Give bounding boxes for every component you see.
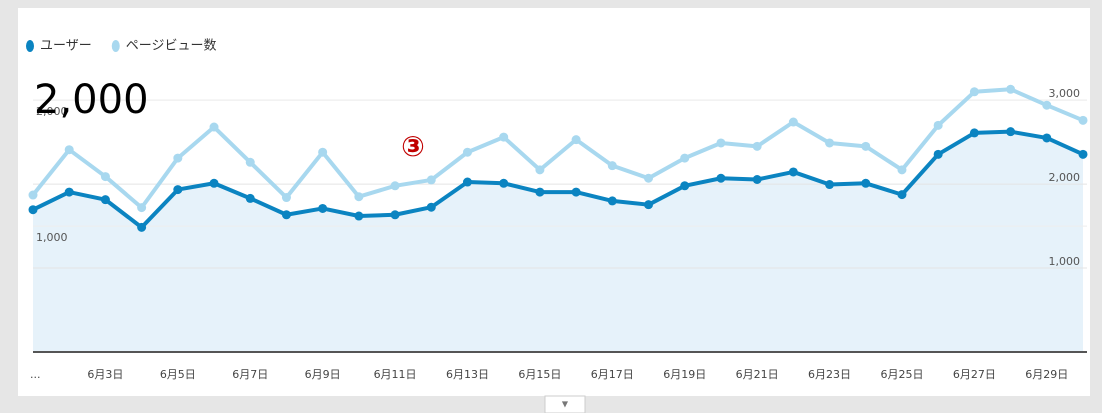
x-tick-label: 6月15日 xyxy=(518,368,561,381)
point xyxy=(318,147,328,157)
point xyxy=(173,185,183,195)
point xyxy=(788,117,798,127)
point xyxy=(354,192,364,202)
x-tick-label: 6月9日 xyxy=(305,368,341,381)
point xyxy=(897,165,907,175)
point xyxy=(969,87,979,97)
legend-marker xyxy=(111,40,120,52)
x-tick-label: 6月19日 xyxy=(663,368,706,381)
point xyxy=(137,222,147,232)
point xyxy=(607,161,617,171)
point xyxy=(716,138,726,148)
point xyxy=(969,128,979,138)
point xyxy=(825,138,835,148)
point xyxy=(209,122,219,132)
point xyxy=(571,135,581,145)
point xyxy=(861,178,871,188)
x-tick-label: 6月25日 xyxy=(880,368,923,381)
annotation: ③ xyxy=(401,130,425,163)
point xyxy=(897,190,907,200)
x-tick-label: 6月3日 xyxy=(87,368,123,381)
point xyxy=(825,180,835,190)
y-tick-label: 2,000 xyxy=(36,105,68,118)
x-tick-label: 6月17日 xyxy=(591,368,634,381)
point xyxy=(426,202,436,212)
legend-label: ページビュー数 xyxy=(126,39,217,54)
point xyxy=(28,190,38,200)
point xyxy=(64,145,74,155)
series-line xyxy=(31,87,1084,210)
legend-marker xyxy=(26,40,34,52)
point xyxy=(1042,133,1052,143)
point xyxy=(861,141,871,151)
point xyxy=(933,120,943,130)
point xyxy=(462,147,472,157)
point xyxy=(752,175,762,185)
point xyxy=(571,187,581,197)
annotation: 2,000 xyxy=(34,77,149,123)
point xyxy=(716,173,726,183)
x-tick-label: 6月23日 xyxy=(808,368,851,381)
point xyxy=(680,181,690,191)
point xyxy=(1078,149,1088,159)
point xyxy=(209,178,219,188)
point xyxy=(28,205,38,215)
x-tick-label: 6月27日 xyxy=(953,368,996,381)
x-tick-label: ... xyxy=(30,368,41,381)
point xyxy=(680,153,690,163)
series-line xyxy=(32,129,1084,230)
point xyxy=(281,210,291,220)
y2-tick-label: 1,000 xyxy=(1049,255,1081,268)
point xyxy=(499,178,509,188)
point xyxy=(245,193,255,203)
point xyxy=(1042,100,1052,110)
point xyxy=(137,203,147,213)
point xyxy=(281,193,291,203)
x-tick-label: 6月5日 xyxy=(160,368,196,381)
point xyxy=(245,157,255,167)
point xyxy=(1078,115,1088,125)
point xyxy=(390,210,400,220)
point xyxy=(100,172,110,182)
point xyxy=(64,187,74,197)
point xyxy=(1006,84,1016,94)
point xyxy=(173,153,183,163)
x-tick-label: 6月11日 xyxy=(374,368,417,381)
point xyxy=(788,167,798,177)
legend-label: ユーザー xyxy=(40,39,92,54)
point xyxy=(499,132,509,142)
point xyxy=(426,175,436,185)
x-tick-label: 6月13日 xyxy=(446,368,489,381)
y2-tick-label: 2,000 xyxy=(1049,171,1081,184)
expand-icon[interactable]: ▼ xyxy=(562,400,569,409)
point xyxy=(1006,127,1016,137)
x-tick-label: 6月21日 xyxy=(736,368,779,381)
point xyxy=(644,200,654,210)
area xyxy=(33,131,1083,352)
point xyxy=(752,141,762,151)
point xyxy=(100,195,110,205)
point xyxy=(462,177,472,187)
y2-tick-label: 3,000 xyxy=(1049,87,1081,100)
x-tick-label: 6月7日 xyxy=(232,368,268,381)
point xyxy=(390,181,400,191)
point xyxy=(318,203,328,213)
point xyxy=(535,187,545,197)
expand-tab[interactable] xyxy=(544,395,586,413)
y-tick-label: 1,000 xyxy=(36,231,68,244)
point xyxy=(535,165,545,175)
point xyxy=(933,149,943,159)
x-tick-label: 6月29日 xyxy=(1025,368,1068,381)
point xyxy=(354,211,364,221)
point xyxy=(644,173,654,183)
point xyxy=(607,196,617,206)
